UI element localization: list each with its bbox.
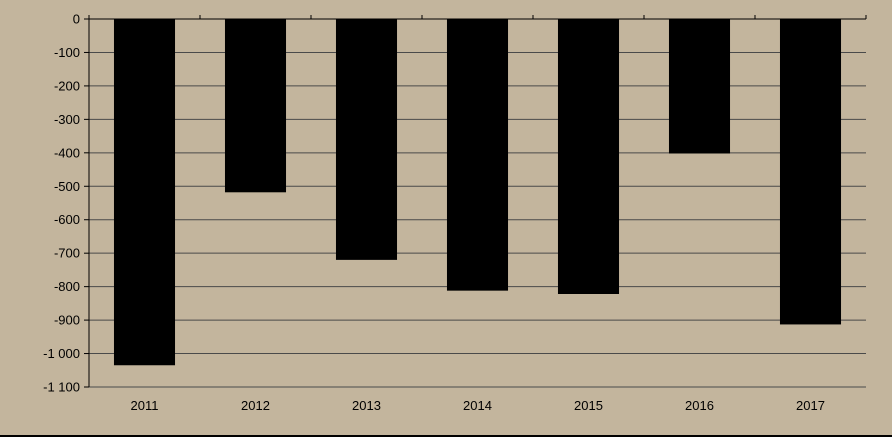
x-tick-label: 2012 [241,398,270,413]
x-tick-label: 2017 [796,398,825,413]
y-tick-label: -1 100 [43,380,80,395]
y-tick-label: -300 [54,112,80,127]
bar-2015 [557,19,620,294]
y-tick-label: -900 [54,313,80,328]
y-tick-label: -700 [54,246,80,261]
y-tick-label: -600 [54,212,80,227]
y-tick-label: -1 000 [43,346,80,361]
y-tick-labels: 0 -100 -200 -300 -400 -500 -600 -700 -800 -900 -1 … [43,12,80,395]
bar-2017 [779,19,842,325]
x-tick-label: 2014 [463,398,492,413]
x-tick-label: 2015 [574,398,603,413]
bar-2016 [668,19,731,154]
bar-2013 [335,19,398,260]
bars [113,19,842,366]
y-tick-label: -100 [54,45,80,60]
axes [84,15,867,388]
y-tick-label: -400 [54,145,80,160]
x-tick-label: 2013 [352,398,381,413]
bar-2014 [446,19,509,291]
y-tick-label: 0 [73,12,80,27]
y-tick-label: -500 [54,179,80,194]
x-tick-label: 2016 [685,398,714,413]
y-tick-label: -200 [54,78,80,93]
x-tick-labels: 2011 2012 2013 2014 2015 2016 2017 [131,398,825,413]
x-tick-label: 2011 [131,398,159,413]
bar-2012 [224,19,287,193]
bar-2011 [113,19,176,366]
y-tick-label: -800 [54,279,80,294]
